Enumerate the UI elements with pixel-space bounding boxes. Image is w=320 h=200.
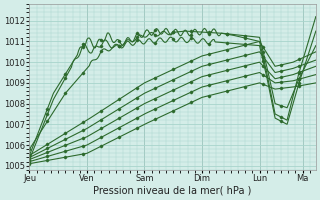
X-axis label: Pression niveau de la mer( hPa ): Pression niveau de la mer( hPa ) <box>93 186 252 196</box>
